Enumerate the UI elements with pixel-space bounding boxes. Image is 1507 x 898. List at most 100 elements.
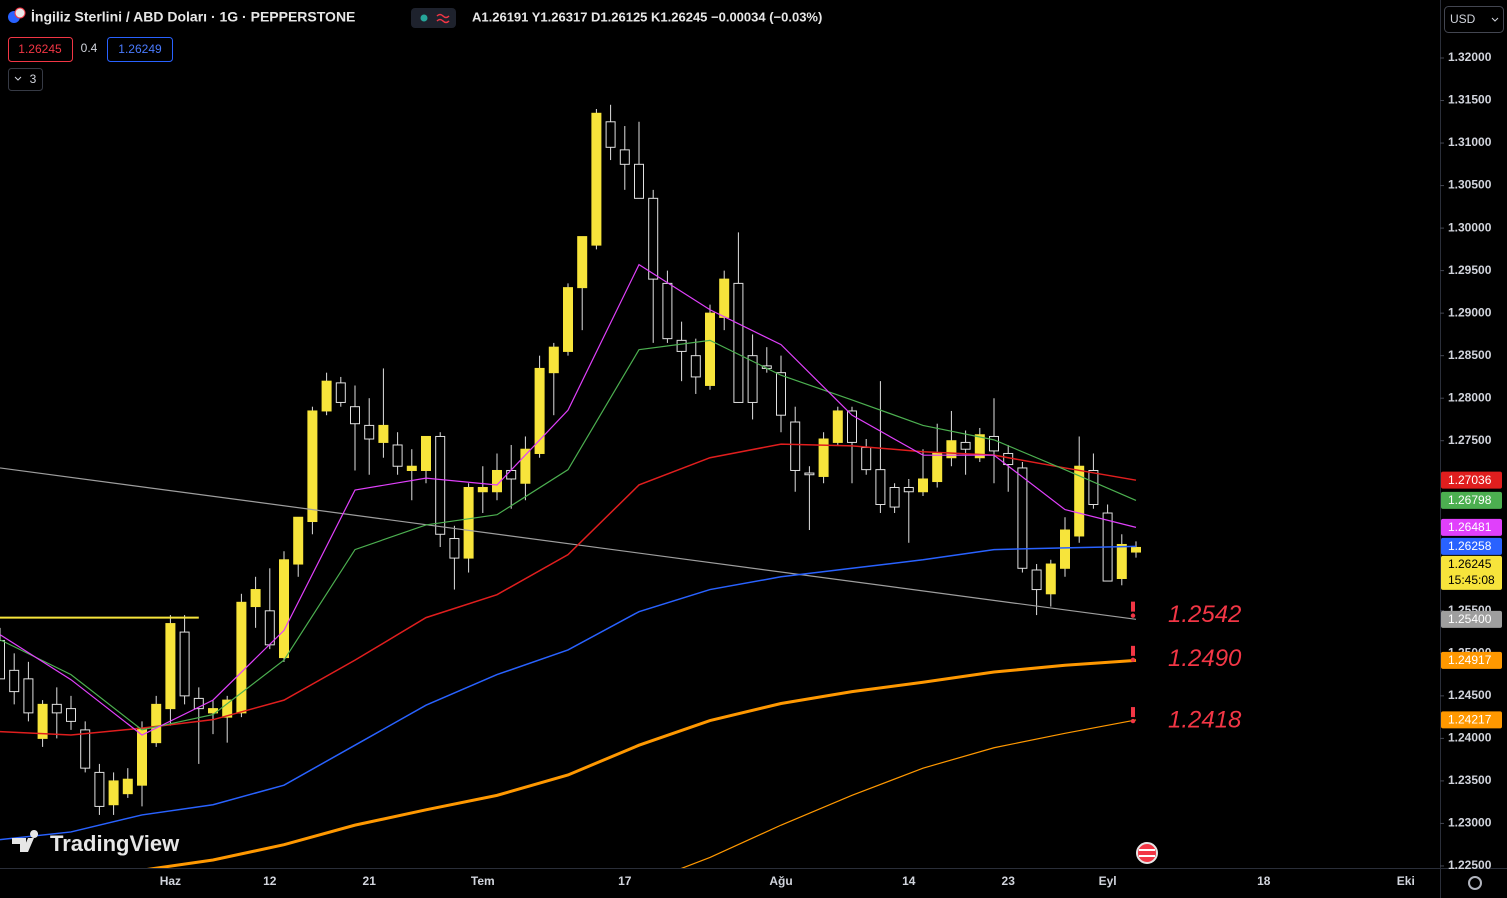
candle-body [392, 444, 403, 467]
indicator-line [146, 658, 1137, 868]
candle-body [236, 601, 247, 714]
candle-body [193, 697, 204, 710]
indicator-line [0, 545, 1137, 841]
symbol-title: İngiliz Sterlini / ABD Doları · 1G · PEP… [31, 9, 355, 25]
indicator-line [0, 467, 1137, 620]
candle-body [137, 727, 147, 786]
settings[interactable] [1468, 876, 1482, 890]
candle-body [932, 452, 943, 483]
x-tick-label: 17 [618, 874, 632, 888]
candle-body [179, 631, 190, 697]
price-tag [1441, 491, 1502, 509]
candle-body [705, 312, 715, 386]
sell-button[interactable] [8, 37, 73, 62]
candle-body [122, 778, 133, 795]
status-badge [411, 8, 456, 28]
price-tag-label: 1.24217 [1448, 713, 1492, 727]
candle-body [605, 121, 616, 148]
candle-body [1031, 569, 1042, 591]
candle-body [889, 486, 900, 508]
symbol-icon [14, 7, 26, 19]
y-tick-label: 1.32000 [1448, 50, 1492, 64]
settings-icon[interactable] [1468, 876, 1482, 890]
candle-body [406, 465, 417, 471]
price-tag-label: 1.26258 [1448, 539, 1492, 553]
candle-body [264, 610, 275, 646]
candle-body [1116, 543, 1127, 579]
candle-body [350, 406, 360, 425]
candle-body [0, 640, 5, 680]
currency: USD [1450, 12, 1476, 26]
currency-button[interactable] [1444, 6, 1504, 33]
price-tag-label: 1.25400 [1448, 612, 1492, 626]
annotation: 1.2418 [1168, 706, 1242, 733]
candle-body [903, 486, 914, 493]
candle-body [421, 435, 431, 471]
candle-body [634, 163, 644, 199]
countdown: 15:45:08 [1448, 573, 1495, 587]
x-tick-label: Haz [160, 874, 181, 888]
price-tag [1441, 471, 1502, 489]
candle-body [847, 410, 857, 443]
candle-body [577, 236, 588, 289]
alert-mark [1131, 707, 1135, 718]
candle-body [776, 372, 786, 416]
candle-body [222, 699, 233, 718]
x-tick-label: Eki [1397, 874, 1415, 888]
y-tick-label: 1.30000 [1448, 220, 1492, 234]
candle-body [506, 469, 517, 480]
y-tick-label: 1.30500 [1448, 178, 1492, 192]
price-tags: 1.27036 1.26798 1.26481 1.26258 1.26245 15:45… [1441, 471, 1502, 729]
candle-body [37, 703, 48, 739]
price-tag [1441, 711, 1502, 729]
candle-body [619, 149, 630, 165]
alert-mark [1131, 601, 1135, 612]
x-tick-label: 12 [263, 874, 277, 888]
candle-body [832, 410, 843, 443]
price-tag [1441, 651, 1502, 669]
candle-body [23, 678, 34, 714]
candle-body [719, 278, 730, 318]
x-tick-label: 23 [1002, 874, 1016, 888]
price-tag-label: 1.24917 [1448, 653, 1492, 667]
y-tick-label: 1.24500 [1448, 688, 1492, 702]
price-tag [1441, 610, 1502, 628]
candle-body [250, 589, 261, 608]
candle-body [804, 472, 815, 476]
candle-body [463, 486, 474, 559]
spread: 0.4 [81, 41, 98, 55]
event-icon [1139, 849, 1155, 851]
buy-button[interactable] [107, 37, 173, 62]
price-tag-label: 1.26245 [1448, 557, 1492, 571]
event-flag [1136, 842, 1158, 864]
y-tick-label: 1.29000 [1448, 305, 1492, 319]
candle-body [9, 669, 20, 693]
candle-body [861, 447, 872, 471]
candle-body [946, 440, 957, 459]
chevron-icon [1491, 17, 1499, 22]
candle-body [662, 282, 673, 340]
buy-price: 1.26249 [118, 42, 162, 56]
y-tick-label: 1.28000 [1448, 390, 1492, 404]
candle-body [747, 355, 758, 403]
candle-body [676, 339, 687, 352]
candle-body [151, 703, 162, 744]
logo-text: TradingView [50, 831, 180, 856]
y-tick-label: 1.31000 [1448, 135, 1492, 149]
axes: 1.32000 1.31500 1.31000 1.30500 1.30000 1.295… [160, 50, 1492, 888]
candle-body [477, 486, 488, 493]
candle-body [534, 367, 545, 454]
candle-body [1074, 465, 1085, 537]
y-tick-label: 1.31500 [1448, 93, 1492, 107]
candle-body [108, 780, 119, 806]
indicator-toggle[interactable] [8, 68, 43, 91]
alert-mark [1131, 645, 1135, 656]
x-tick-label: 21 [363, 874, 377, 888]
x-tick-label: Eyl [1099, 874, 1117, 888]
candle-body [378, 424, 389, 443]
candle-body [875, 469, 886, 506]
indicator-count: 3 [30, 72, 37, 86]
candle-body [989, 435, 999, 452]
